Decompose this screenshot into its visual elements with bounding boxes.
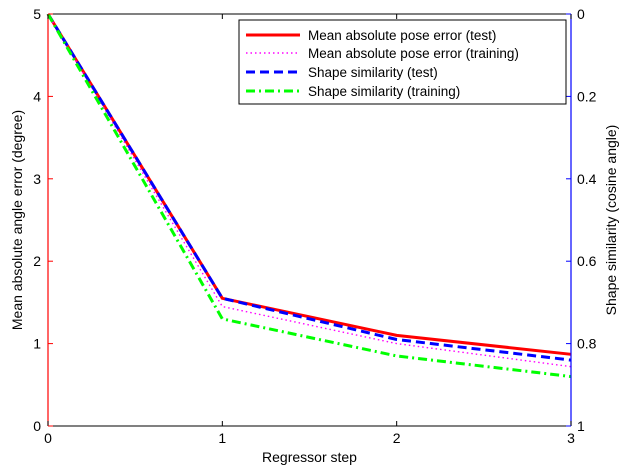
left-tick-label-0: 0 [33, 418, 41, 434]
x-tick-label-2: 2 [393, 430, 401, 446]
right-tick-label-4: 0.8 [577, 336, 597, 352]
legend-label-3: Shape similarity (training) [308, 84, 460, 99]
left-tick-label-4: 4 [33, 88, 41, 104]
right-axis-title: Shape similarity (cosine angle) [603, 125, 619, 316]
left-tick-label-5: 5 [33, 6, 41, 22]
x-tick-label-0: 0 [44, 430, 52, 446]
right-tick-label-5: 1 [577, 418, 585, 434]
x-tick-label-3: 3 [567, 430, 575, 446]
x-tick-label-1: 1 [218, 430, 226, 446]
left-tick-label-2: 2 [33, 253, 41, 269]
series-line-2 [46, 13, 572, 362]
right-tick-label-3: 0.6 [577, 253, 597, 269]
left-tick-label-1: 1 [33, 336, 41, 352]
legend-label-2: Shape similarity (test) [308, 65, 438, 80]
legend-label-0: Mean absolute pose error (test) [308, 28, 496, 43]
ticks-layer: 0 1 2 3 0 1 2 3 4 5 0 0.2 0.4 0.6 0.8 1 [33, 6, 596, 446]
left-tick-label-3: 3 [33, 171, 41, 187]
right-tick-label-0: 0 [577, 6, 585, 22]
series-line-0 [46, 13, 572, 356]
left-axis-title: Mean absolute angle error (degree) [9, 110, 25, 330]
series-line-3 [46, 13, 572, 379]
right-tick-label-1: 0.2 [577, 88, 597, 104]
legend: Mean absolute pose error (test) Mean abso… [238, 19, 567, 105]
right-tick-label-2: 0.4 [577, 171, 597, 187]
legend-label-1: Mean absolute pose error (training) [308, 46, 519, 61]
legend-entries: Mean absolute pose error (test) Mean abso… [246, 28, 519, 99]
x-axis-title: Regressor step [262, 449, 357, 465]
series-layer [46, 13, 572, 379]
